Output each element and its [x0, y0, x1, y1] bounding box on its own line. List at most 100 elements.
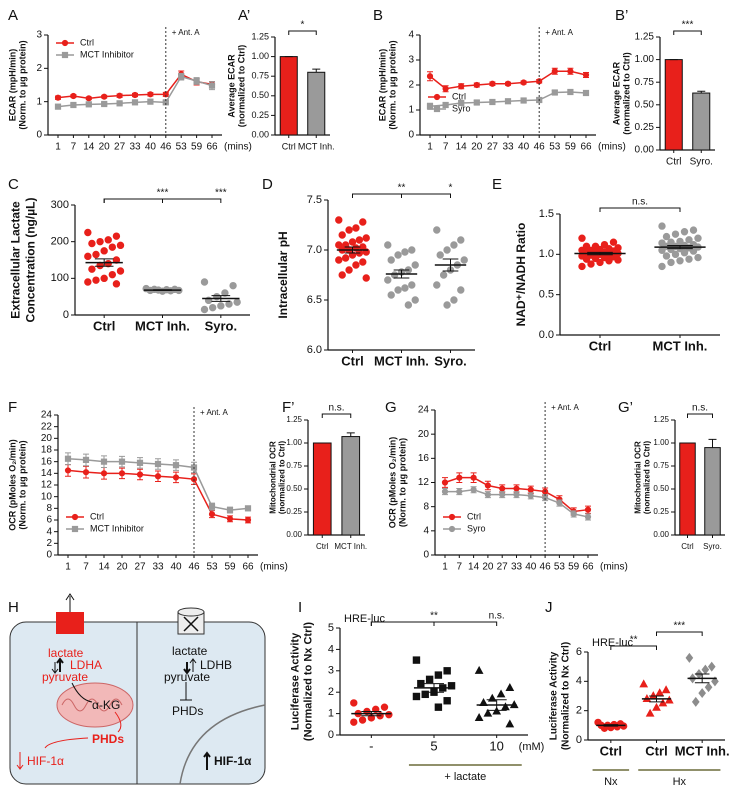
- arrow: [189, 658, 197, 672]
- marker: [701, 664, 710, 675]
- y-tick-label: 1: [328, 708, 334, 720]
- marker: [671, 230, 680, 238]
- marker: [689, 247, 698, 255]
- y-tick-label: 0.50: [251, 90, 269, 100]
- bar: [312, 442, 332, 536]
- significance-bracket: [352, 193, 451, 198]
- chart-panel: C 0 100 200 300 Extracellular Lactate Concentr…: [8, 176, 250, 333]
- bar: [341, 436, 361, 536]
- x-tick-label: 5: [430, 738, 437, 753]
- x-tick-label: 7: [457, 562, 463, 573]
- y-tick-label: 1.00: [653, 438, 669, 447]
- marker: [226, 515, 234, 522]
- marker: [443, 667, 451, 675]
- y-tick-label: 16: [41, 456, 53, 467]
- x-tick-label: 53: [206, 562, 218, 573]
- significance-label: **: [398, 183, 406, 194]
- marker: [200, 305, 209, 314]
- panel-letter: E: [492, 176, 502, 193]
- y-tick-label: 1.00: [286, 438, 302, 447]
- marker: [208, 511, 216, 518]
- marker: [352, 224, 360, 232]
- x-tick-label: 20: [482, 562, 494, 573]
- x-tick-label: 20: [99, 142, 111, 153]
- sem-bar: [423, 683, 445, 693]
- x-tick-label: Ctrl: [600, 743, 622, 758]
- marker: [411, 296, 419, 304]
- marker: [676, 257, 684, 265]
- label: HIF-1α: [214, 754, 252, 768]
- marker: [384, 241, 392, 249]
- y-tick-label: 20: [418, 429, 430, 440]
- marker: [208, 503, 216, 510]
- x-tick-label: 7: [443, 142, 449, 153]
- marker: [551, 68, 558, 75]
- marker: [489, 80, 496, 87]
- x-tick-label: Ctrl: [282, 141, 296, 151]
- marker: [82, 469, 90, 476]
- y-tick-label: 14: [41, 468, 53, 479]
- marker: [520, 97, 527, 104]
- y-tick-label: 0.00: [635, 145, 655, 156]
- x-tick-label: 33: [129, 142, 141, 153]
- y-tick-label: 7.5: [307, 194, 322, 206]
- y-tick-label: 1: [36, 96, 42, 107]
- marker: [100, 247, 108, 255]
- y-tick-label: 0.50: [635, 99, 655, 110]
- arrow: [114, 711, 122, 733]
- marker: [335, 241, 343, 249]
- marker: [609, 238, 618, 246]
- significance-label: ***: [682, 20, 694, 31]
- y-tick-label: 2: [328, 686, 334, 698]
- label: LDHB: [200, 658, 232, 672]
- marker: [474, 713, 484, 721]
- marker: [605, 257, 613, 265]
- x-tick-label: 14: [456, 142, 468, 153]
- legend-label: Syro: [452, 103, 471, 113]
- marker: [71, 525, 79, 533]
- y-tick-label: 0: [408, 130, 414, 141]
- marker: [408, 281, 416, 289]
- marker: [154, 473, 162, 480]
- marker: [685, 255, 693, 263]
- chart-panel: G 0 4 8 12 16 20 24 OCR (pMoles O₂/min) (Norm. to…: [385, 399, 628, 573]
- marker: [71, 513, 79, 521]
- x-tick-label: 14: [468, 562, 480, 573]
- marker: [401, 284, 409, 292]
- marker: [457, 286, 465, 294]
- marker: [474, 665, 484, 674]
- marker: [172, 474, 180, 481]
- marker: [54, 103, 62, 110]
- marker: [92, 250, 100, 259]
- x-tick-label: 66: [580, 142, 592, 153]
- y-tick-label: 2: [46, 538, 52, 549]
- error-bar: [346, 432, 355, 437]
- y-tick-label: 3: [408, 55, 414, 66]
- legend-label: Ctrl: [467, 511, 481, 521]
- marker: [412, 692, 421, 701]
- marker: [658, 222, 666, 230]
- marker: [458, 83, 465, 90]
- x-tick-label: 27: [497, 562, 509, 573]
- marker: [652, 702, 661, 711]
- marker: [434, 703, 443, 711]
- significance-label: ***: [215, 188, 227, 199]
- chart-panel: J HRE-luc 0 2 4 6 Luciferase Activity (Normaliz…: [545, 599, 730, 788]
- significance-bracket: [321, 413, 352, 418]
- chart-panel: A 0 1 2 3 ECAR (mpH/min) (Norm. to µg protein)…: [7, 7, 251, 153]
- panel-letter: A: [8, 7, 18, 24]
- x-tick-label: Syro.: [690, 157, 713, 168]
- y-axis-label: (Normalized to Nx Ctrl): [561, 642, 572, 750]
- y-axis-label: NAD⁺/NADH Ratio: [514, 223, 528, 327]
- marker: [457, 236, 465, 244]
- x-tick-label: 1: [55, 142, 61, 153]
- marker: [442, 101, 449, 109]
- panel-letter: A’: [238, 7, 250, 24]
- marker: [584, 513, 592, 521]
- x-tick-label: Syro.: [703, 542, 722, 551]
- marker: [434, 671, 443, 679]
- marker: [639, 679, 649, 688]
- label: pyruvate: [42, 670, 88, 684]
- y-axis-label: (Norm. to µg protein): [397, 438, 407, 527]
- y-tick-label: 1.00: [251, 51, 269, 61]
